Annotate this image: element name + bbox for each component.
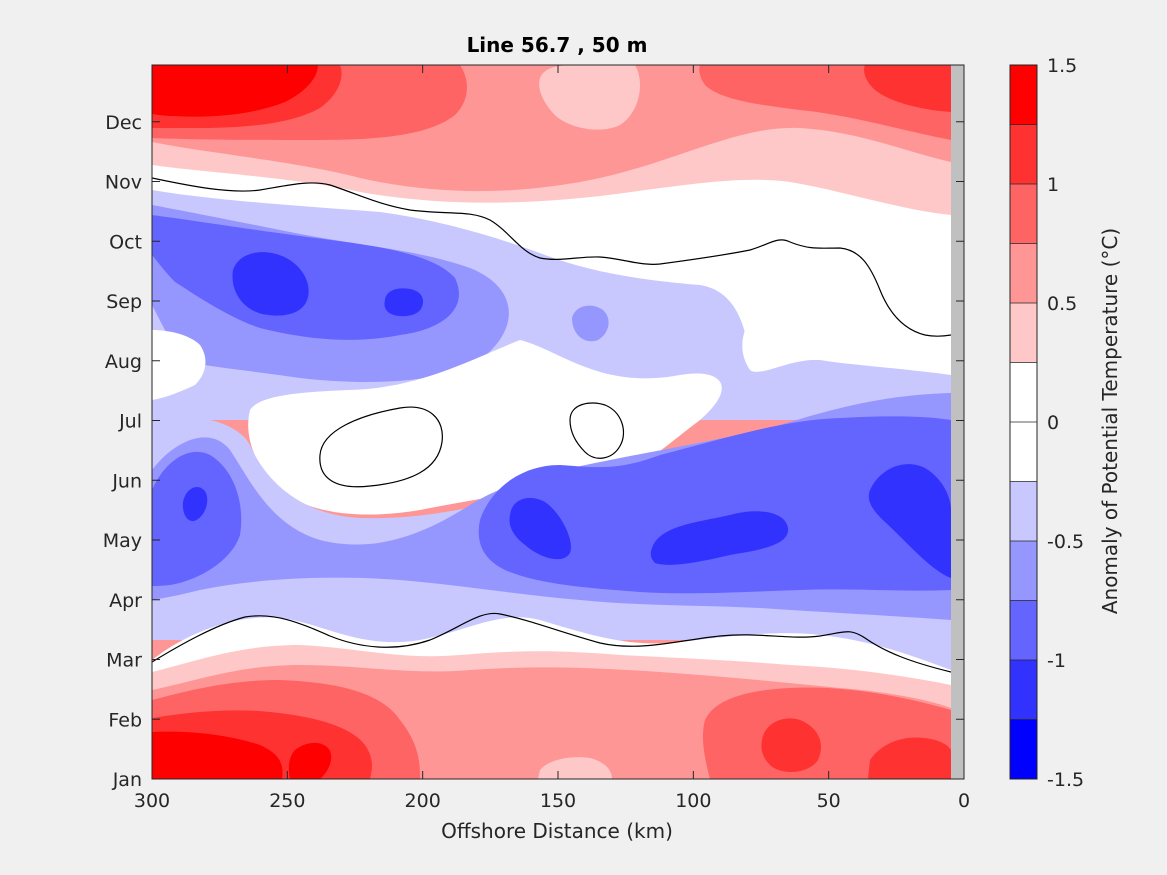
y-tick-label: Jan: [112, 769, 142, 791]
colorbar-tick-label: 0: [1047, 412, 1059, 434]
x-tick-label: 150: [540, 790, 576, 812]
contour-fill-pos1-bottom-blob: [538, 757, 612, 779]
colorbar-segment: [1010, 719, 1037, 779]
y-axis: Jan Feb Mar Apr May Jun Jul Aug Sep Oct Nov Dec: [103, 112, 964, 791]
colorbar-segment: [1010, 660, 1037, 720]
colorbar-segment: [1010, 65, 1037, 125]
contour-fill-neg4-blob1: [232, 252, 309, 316]
y-tick-label: Mar: [106, 650, 142, 672]
colorbar-segment: [1010, 243, 1037, 303]
y-tick-label: May: [103, 530, 142, 552]
y-tick-label: Sep: [106, 291, 142, 313]
x-tick-label: 200: [405, 790, 441, 812]
colorbar-segment: [1010, 124, 1037, 184]
x-axis: 300 250 200 150 100 50 0: [134, 65, 970, 812]
colorbar-tick-label: 1: [1047, 174, 1059, 196]
colorbar-label: Anomaly of Potential Temperature (°C): [1098, 228, 1122, 614]
contour-fill-pos5-bottom2: [288, 742, 332, 779]
contour-fill-zero-mid: [152, 330, 206, 400]
contour-fill-neg3-low2: [478, 416, 951, 594]
y-tick-label: Oct: [109, 231, 142, 253]
zero-contour-line-loop2: [569, 402, 625, 459]
colorbar-segment: [1010, 600, 1037, 660]
x-tick-label: 250: [269, 790, 305, 812]
x-tick-label: 100: [675, 790, 711, 812]
colorbar-tick-label: -1: [1047, 650, 1066, 672]
colorbar-tick-label: 0.5: [1047, 293, 1077, 315]
x-axis-label: Offshore Distance (km): [441, 819, 673, 843]
zero-contour-line-loop1: [319, 406, 443, 488]
y-tick-label: Apr: [109, 590, 142, 612]
colorbar-tick-label: 1.5: [1047, 55, 1077, 77]
contour-plot: [152, 65, 951, 779]
colorbar-segment: [1010, 362, 1037, 422]
chart-title: Line 56.7 , 50 m: [467, 33, 648, 57]
y-tick-label: Jul: [118, 411, 142, 433]
colorbar-tick-label: -1.5: [1047, 769, 1084, 791]
x-tick-label: 300: [134, 790, 170, 812]
x-tick-label: 0: [958, 790, 970, 812]
y-tick-label: Dec: [105, 112, 142, 134]
contour-fill-neg4-low2: [509, 498, 571, 560]
contour-fill-pos1-top-blob: [539, 65, 640, 130]
y-tick-label: Aug: [105, 351, 142, 373]
y-tick-label: Feb: [108, 709, 142, 731]
contour-fill-pos4-top2: [864, 65, 951, 112]
colorbar-tick-label: -0.5: [1047, 531, 1084, 553]
x-tick-label: 50: [817, 790, 841, 812]
contour-fill-neg2-small: [572, 305, 609, 342]
zero-contour-line-bottom: [152, 612, 951, 673]
colorbar: -1.5 -1 -0.5 0 0.5 1 1.5: [1009, 55, 1084, 791]
contour-fill-pos4-bottom2: [761, 718, 821, 772]
zero-contour-line-top: [152, 177, 951, 337]
colorbar-segment: [1010, 422, 1037, 482]
contour-fill-pos5-bottom: [152, 731, 283, 779]
contour-fill-neg3-top: [152, 215, 459, 340]
contour-fill-pos4-bottom3: [868, 737, 951, 779]
contour-fill-neg4-blob2: [384, 288, 424, 317]
colorbar-segment: [1010, 481, 1037, 541]
y-tick-label: Nov: [105, 172, 142, 194]
colorbar-segment: [1010, 303, 1037, 363]
contour-fill-pos5-top: [152, 65, 318, 117]
contour-fill-neg4-low4: [868, 464, 951, 578]
contour-fill-neg4-low1: [182, 487, 208, 522]
contour-fill-zero-mid3: [742, 296, 951, 375]
colorbar-segment: [1010, 541, 1037, 601]
y-tick-label: Jun: [111, 470, 142, 492]
land-mask: [951, 65, 964, 779]
contour-fill-neg4-low3: [650, 511, 789, 565]
colorbar-segment: [1010, 184, 1037, 244]
